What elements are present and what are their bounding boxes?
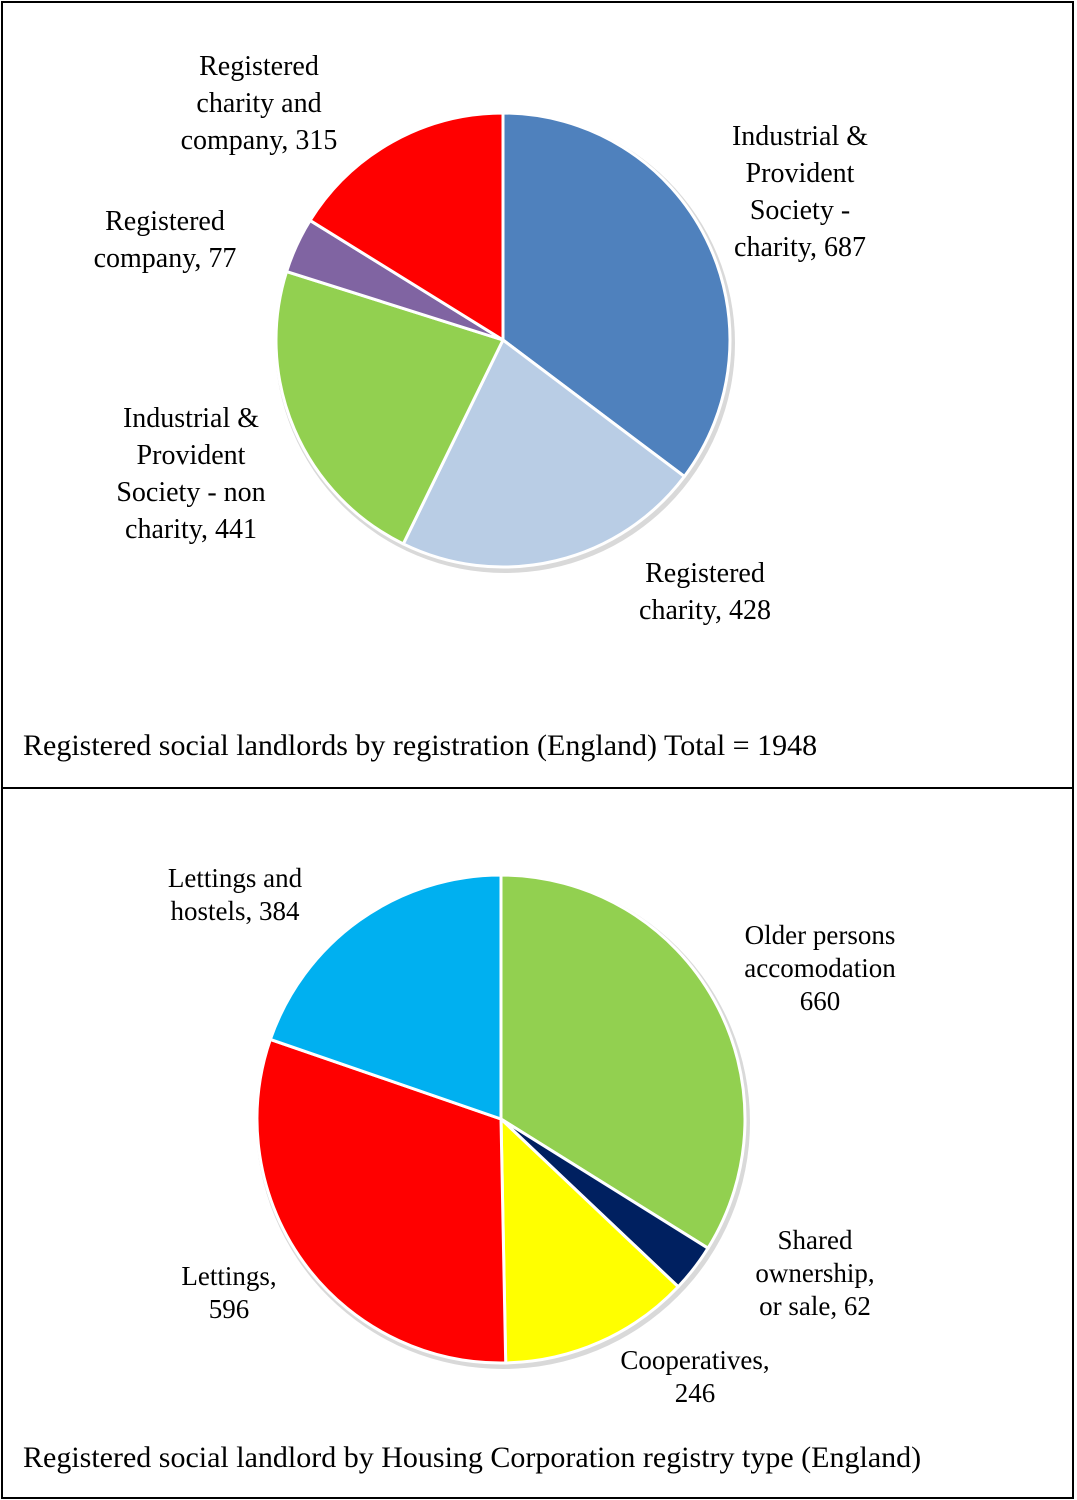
chart-title-registry-type: Registered social landlord by Housing Co…	[23, 1441, 922, 1474]
data-label-lettings: Lettings, 596	[181, 1261, 276, 1324]
data-label-lettings-and-hostels: Lettings and hostels, 384	[168, 863, 303, 926]
pie-slice-older-persons-accomodation	[499, 873, 747, 1250]
data-label-registered-company: Registered company, 77	[94, 206, 237, 274]
chart-panel-registry-type: Older persons accomodation 660 Shared owners…	[1, 787, 1074, 1499]
pie-chart-registration: Industrial & Provident Society -charity, 6…	[94, 51, 869, 626]
data-label-cooperatives: Cooperatives, 246	[620, 1345, 769, 1408]
pie-slice-industrial-and-provident-society-charity	[501, 111, 732, 478]
data-label-industrial-and-provident-society-charity: Industrial & Provident Society -charity, 6…	[732, 121, 868, 263]
chart-panel-registration: Industrial & Provident Society -charity, 6…	[1, 1, 1074, 789]
pie-slice-registered-charity-and-company	[308, 111, 505, 342]
pie-slice-industrial-and-provident-society-non-charity	[274, 270, 505, 546]
pie-chart-registry-type: Older persons accomodation 660 Shared owners…	[168, 863, 896, 1408]
data-label-registered-charity-and-company: Registered charity and company, 315	[181, 51, 338, 156]
data-label-registered-charity: Registered charity, 428	[639, 558, 771, 626]
chart-title-registration: Registered social landlords by registrat…	[23, 729, 818, 762]
pie-slice-registered-charity	[401, 338, 686, 569]
pie-slice-lettings	[255, 1037, 508, 1365]
pie-slice-cooperatives	[499, 1117, 680, 1365]
data-label-older-persons-accomodation: Older persons accomodation 660	[744, 920, 896, 1016]
pie-slice-lettings-and-hostels	[268, 873, 503, 1121]
data-label-industrial-and-provident-society-non-charity: Industrial & Provident Society - non charit…	[116, 403, 265, 545]
data-label-shared-ownership-or-sale: Shared ownership, or sale, 62	[755, 1225, 874, 1321]
